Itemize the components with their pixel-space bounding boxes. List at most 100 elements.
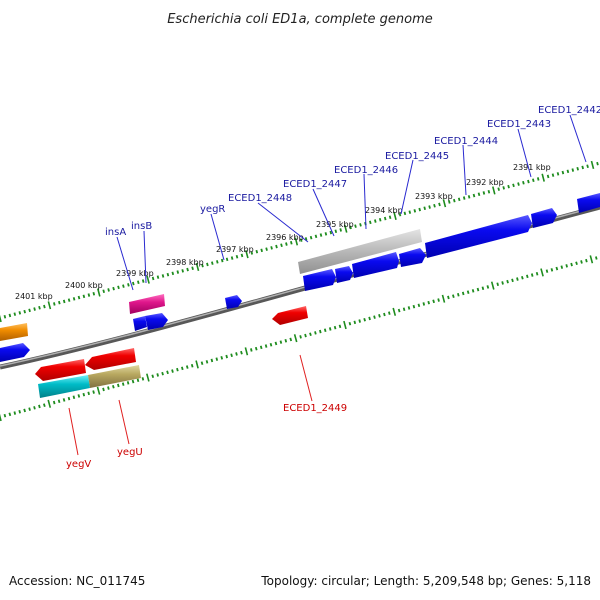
- scale-tick: [28, 407, 31, 411]
- scale-tick: [427, 300, 430, 305]
- scale-tick: [195, 262, 200, 272]
- scale-tick: [67, 298, 71, 302]
- scale-tick: [77, 295, 81, 300]
- scale-tick: [348, 321, 352, 326]
- scale-tick: [82, 294, 86, 299]
- genome-summary-text: Topology: circular; Length: 5,209,548 bp…: [260, 574, 591, 588]
- scale-tick: [432, 299, 435, 304]
- scale-tick: [299, 335, 302, 339]
- gene-label[interactable]: ECED1_2447: [283, 179, 347, 190]
- gene-feature[interactable]: [298, 229, 422, 274]
- scale-tick: [211, 261, 214, 265]
- scale-tick: [323, 328, 327, 333]
- gene-feature[interactable]: [0, 343, 30, 362]
- scale-tick: [171, 271, 175, 276]
- tick-label: 2395 kbp: [316, 220, 354, 229]
- gene-feature[interactable]: [88, 365, 141, 388]
- scale-tick: [481, 286, 485, 291]
- gene-label[interactable]: insA: [105, 227, 126, 238]
- gene-feature[interactable]: [38, 375, 90, 398]
- gene-feature[interactable]: [272, 306, 308, 325]
- scale-tick: [137, 280, 140, 285]
- scale-tick: [279, 340, 283, 344]
- scale-tick: [185, 365, 189, 369]
- scale-tick: [585, 258, 588, 263]
- gene-label[interactable]: yegR: [200, 204, 225, 215]
- gene-feature[interactable]: [425, 215, 532, 258]
- scale-tick: [293, 334, 298, 343]
- scale-tick: [319, 329, 322, 334]
- scale-tick: [511, 278, 514, 283]
- gene-label[interactable]: ECED1_2442: [538, 105, 600, 116]
- scale-tick: [33, 307, 36, 311]
- gene-feature[interactable]: [129, 294, 165, 314]
- scale-tick: [289, 337, 293, 342]
- gene-feature[interactable]: [133, 316, 147, 331]
- map-title: Escherichia coli ED1a, complete genome: [167, 12, 433, 27]
- scale-tick: [210, 358, 214, 363]
- scale-tick: [393, 211, 397, 221]
- scale-tick: [215, 357, 219, 361]
- scale-tick: [244, 347, 249, 356]
- scale-tick: [476, 287, 480, 292]
- gene-label[interactable]: ECED1_2443: [487, 119, 551, 130]
- scale-tick: [532, 178, 535, 183]
- gene-feature[interactable]: [0, 323, 28, 341]
- scale-tick: [216, 260, 219, 264]
- tick-label: 2397 kbp: [216, 245, 254, 254]
- scale-tick: [102, 387, 105, 392]
- scale-tick: [550, 268, 554, 272]
- scale-tick: [259, 345, 263, 350]
- scale-tick: [501, 281, 504, 285]
- gene-feature[interactable]: [85, 348, 136, 370]
- scale-tick: [121, 382, 125, 386]
- scale-tick: [328, 327, 332, 331]
- gene-feature[interactable]: [577, 193, 600, 213]
- gene-feature[interactable]: [335, 266, 353, 283]
- scale-tick: [23, 408, 26, 413]
- gene-label[interactable]: ECED1_2446: [334, 165, 398, 176]
- scale-tick: [156, 275, 160, 279]
- gene-feature[interactable]: [303, 269, 336, 291]
- scale-tick: [566, 169, 570, 174]
- scale-tick: [363, 317, 366, 322]
- scale-tick: [299, 238, 303, 242]
- scale-tick: [521, 275, 524, 280]
- scale-tick: [466, 290, 470, 294]
- scale-tick: [290, 240, 293, 245]
- scale-tick: [67, 396, 71, 401]
- scale-tick: [428, 205, 431, 209]
- gene-label[interactable]: insB: [131, 221, 152, 232]
- scale-tick: [62, 299, 66, 304]
- scale-tick: [43, 403, 46, 407]
- gene-feature[interactable]: [35, 359, 86, 381]
- scale-tick: [490, 281, 495, 290]
- gene-label[interactable]: yegV: [66, 459, 91, 470]
- scale-tick: [230, 256, 234, 260]
- gene-label[interactable]: ECED1_2449: [283, 403, 347, 414]
- scale-tick: [453, 198, 456, 203]
- scale-tick: [141, 279, 145, 283]
- scale-tick: [334, 229, 338, 234]
- scale-tick: [47, 399, 52, 408]
- gene-feature[interactable]: [531, 208, 557, 228]
- gene-label[interactable]: yegU: [117, 447, 143, 458]
- scale-tick: [540, 268, 544, 277]
- gene-label[interactable]: ECED1_2444: [434, 136, 498, 147]
- scale-tick: [486, 285, 490, 289]
- scale-tick: [8, 313, 12, 318]
- scale-tick: [417, 303, 421, 308]
- scale-tick: [512, 183, 515, 188]
- scale-tick: [181, 269, 184, 273]
- gene-feature[interactable]: [225, 295, 242, 309]
- scale-tick: [319, 233, 323, 237]
- gene-feature[interactable]: [352, 252, 399, 278]
- gene-label[interactable]: ECED1_2448: [228, 193, 292, 204]
- gene-label[interactable]: ECED1_2445: [385, 151, 449, 162]
- gene-feature[interactable]: [399, 248, 426, 267]
- scale-tick: [87, 391, 90, 396]
- scale-tick: [541, 173, 545, 182]
- gene-feature[interactable]: [145, 313, 168, 330]
- scale-tick: [18, 409, 21, 414]
